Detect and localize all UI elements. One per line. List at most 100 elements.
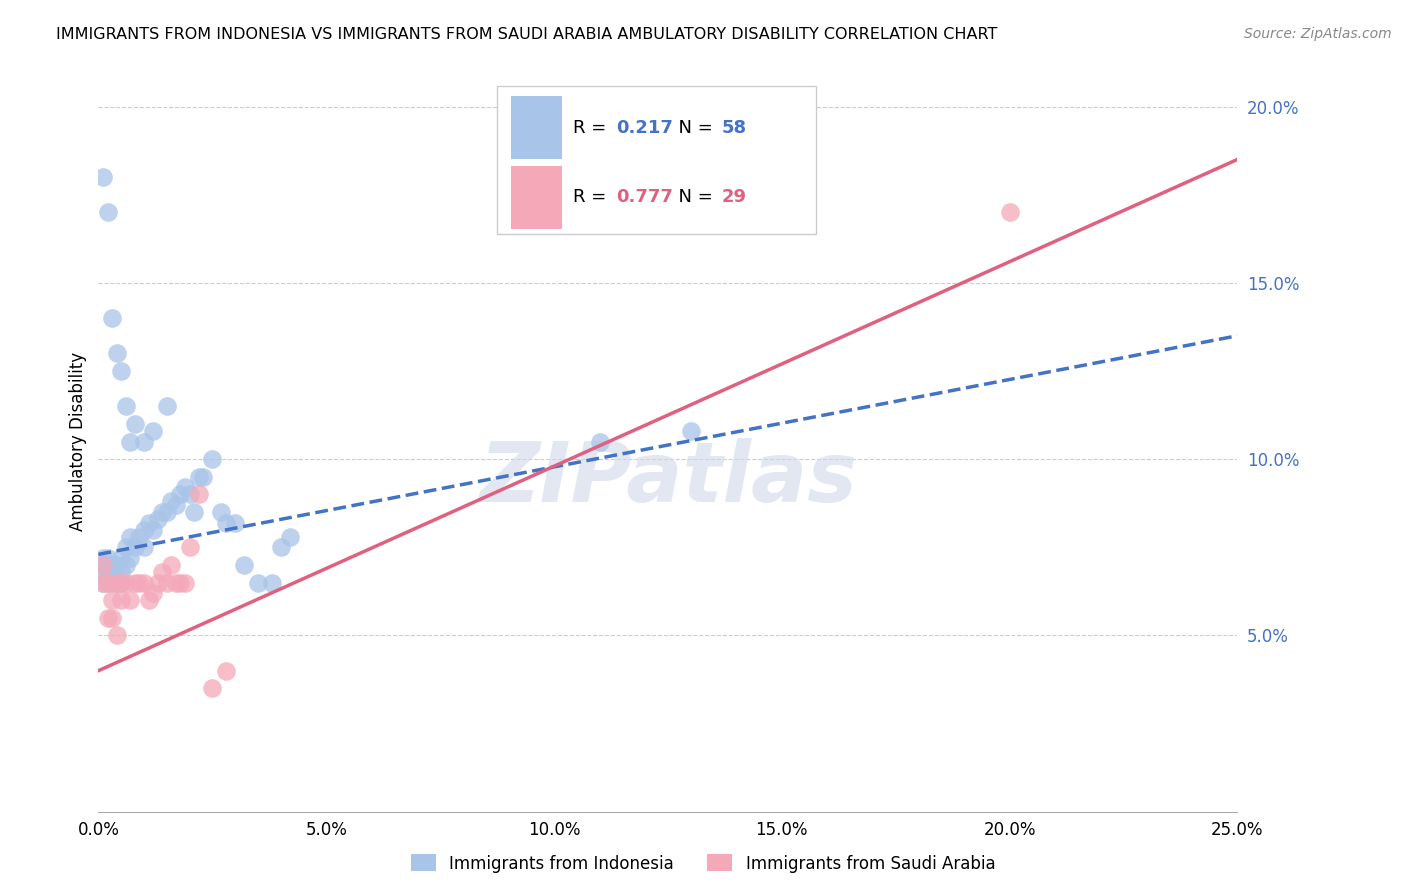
Point — [101, 611, 124, 625]
Point — [105, 558, 128, 572]
Text: 58: 58 — [721, 119, 747, 136]
Point — [124, 417, 146, 431]
Point — [110, 575, 132, 590]
Point — [588, 434, 610, 449]
Point — [101, 311, 124, 326]
Point — [96, 565, 118, 579]
Point — [101, 558, 124, 572]
Point — [114, 541, 136, 555]
Point — [91, 558, 114, 572]
Point — [187, 487, 209, 501]
Text: 0.777: 0.777 — [617, 188, 673, 206]
Point — [132, 434, 155, 449]
Point — [142, 586, 165, 600]
Point — [105, 575, 128, 590]
Point — [101, 593, 124, 607]
Point — [193, 470, 215, 484]
Point — [110, 550, 132, 565]
Point — [150, 505, 173, 519]
FancyBboxPatch shape — [498, 87, 815, 235]
Point — [91, 565, 114, 579]
Point — [146, 512, 169, 526]
Point — [179, 541, 201, 555]
Point — [201, 681, 224, 696]
Point — [142, 424, 165, 438]
Point — [91, 575, 114, 590]
Point — [96, 575, 118, 590]
Text: N =: N = — [666, 188, 718, 206]
Point — [128, 575, 150, 590]
Point — [150, 565, 173, 579]
Point — [132, 523, 155, 537]
Point — [128, 530, 150, 544]
Point — [215, 516, 238, 530]
FancyBboxPatch shape — [510, 96, 562, 159]
Point — [233, 558, 256, 572]
Point — [120, 593, 142, 607]
Point — [105, 346, 128, 360]
Point — [132, 575, 155, 590]
Point — [156, 399, 179, 413]
Point — [187, 470, 209, 484]
Point — [278, 530, 301, 544]
Point — [110, 593, 132, 607]
Point — [96, 550, 118, 565]
Point — [110, 364, 132, 378]
Point — [174, 480, 197, 494]
Point — [156, 575, 179, 590]
Point — [114, 558, 136, 572]
Point — [132, 541, 155, 555]
Point — [120, 550, 142, 565]
Point — [138, 593, 160, 607]
Point — [96, 205, 118, 219]
FancyBboxPatch shape — [510, 166, 562, 228]
Point — [124, 575, 146, 590]
Text: 0.217: 0.217 — [617, 119, 673, 136]
Legend: Immigrants from Indonesia, Immigrants from Saudi Arabia: Immigrants from Indonesia, Immigrants fr… — [404, 847, 1002, 880]
Point — [183, 505, 205, 519]
Point — [105, 628, 128, 642]
Point — [679, 424, 702, 438]
Point — [120, 530, 142, 544]
Text: IMMIGRANTS FROM INDONESIA VS IMMIGRANTS FROM SAUDI ARABIA AMBULATORY DISABILITY : IMMIGRANTS FROM INDONESIA VS IMMIGRANTS … — [56, 27, 998, 42]
Point — [165, 498, 187, 512]
Point — [110, 575, 132, 590]
Point — [156, 505, 179, 519]
Point — [96, 611, 118, 625]
Point — [224, 516, 246, 530]
Text: 29: 29 — [721, 188, 747, 206]
Text: ZIPatlas: ZIPatlas — [479, 438, 856, 519]
Point — [215, 664, 238, 678]
Point — [101, 565, 124, 579]
Point — [91, 170, 114, 185]
Point — [142, 523, 165, 537]
Point — [114, 399, 136, 413]
Point — [270, 541, 292, 555]
Point — [260, 575, 283, 590]
Point — [169, 487, 191, 501]
Point — [160, 494, 183, 508]
Y-axis label: Ambulatory Disability: Ambulatory Disability — [69, 352, 87, 531]
Point — [165, 575, 187, 590]
Point — [91, 575, 114, 590]
Point — [96, 575, 118, 590]
Point — [169, 575, 191, 590]
Point — [101, 575, 124, 590]
Point — [120, 434, 142, 449]
Point — [138, 516, 160, 530]
Point — [174, 575, 197, 590]
Point — [146, 575, 169, 590]
Point — [124, 541, 146, 555]
Point — [998, 205, 1021, 219]
Text: R =: R = — [574, 188, 613, 206]
Point — [110, 565, 132, 579]
Point — [91, 550, 114, 565]
Text: R =: R = — [574, 119, 613, 136]
Point — [246, 575, 269, 590]
Point — [160, 558, 183, 572]
Point — [105, 575, 128, 590]
Point — [179, 487, 201, 501]
Point — [201, 452, 224, 467]
Text: Source: ZipAtlas.com: Source: ZipAtlas.com — [1244, 27, 1392, 41]
Point — [209, 505, 232, 519]
